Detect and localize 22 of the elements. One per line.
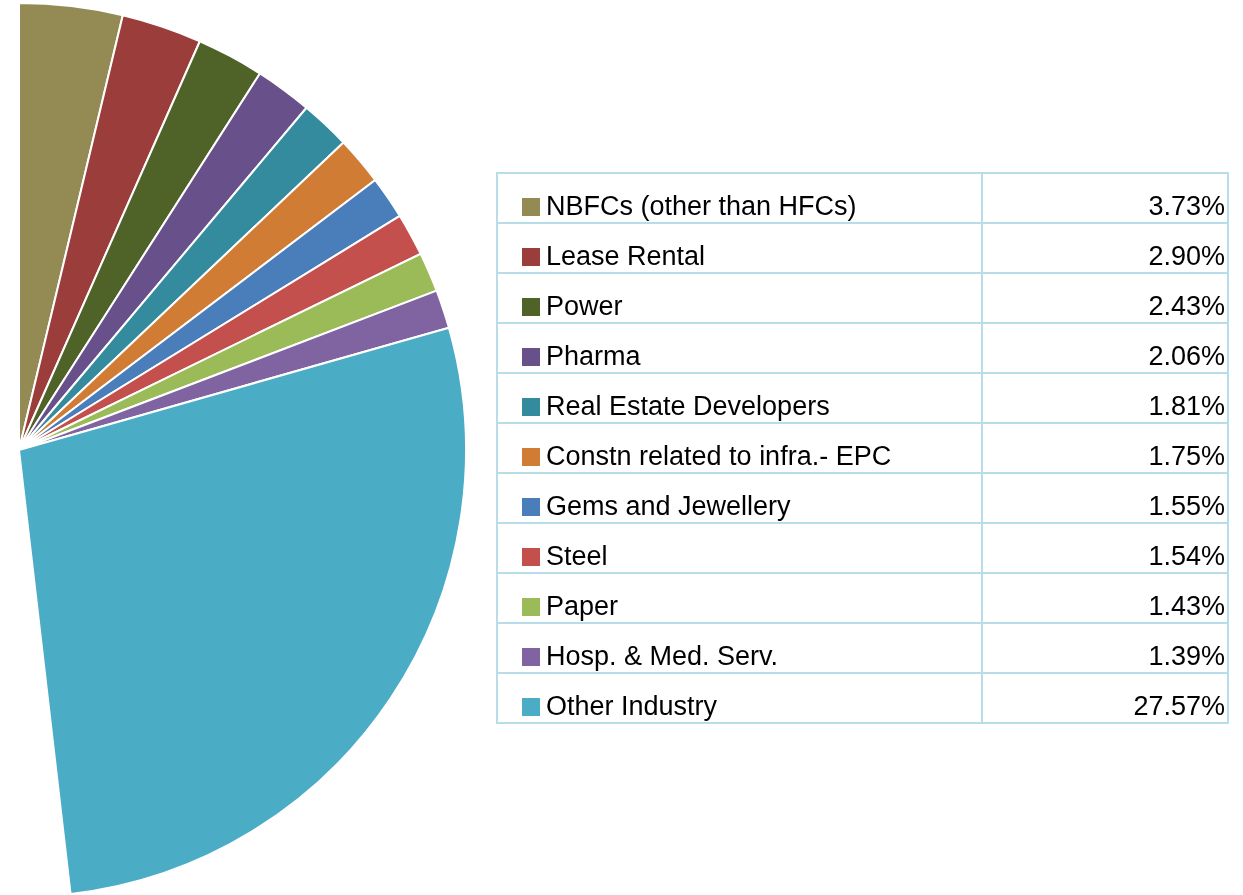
- data-label: 2.06%: [982, 323, 1228, 373]
- legend-label: Paper: [497, 573, 982, 623]
- data-label: 2.43%: [982, 273, 1228, 323]
- legend-label: Hosp. & Med. Serv.: [497, 623, 982, 673]
- legend-label: Other Industry: [497, 673, 982, 723]
- data-label: 2.90%: [982, 223, 1228, 273]
- data-label: 1.43%: [982, 573, 1228, 623]
- legend-label: Lease Rental: [497, 223, 982, 273]
- data-label: 3.73%: [982, 173, 1228, 223]
- data-label: 1.75%: [982, 423, 1228, 473]
- data-label: 1.55%: [982, 473, 1228, 523]
- legend-label: NBFCs (other than HFCs): [497, 173, 982, 223]
- legend-label: Power: [497, 273, 982, 323]
- data-label: 27.57%: [982, 673, 1228, 723]
- data-label: 1.54%: [982, 523, 1228, 573]
- legend-label: Pharma: [497, 323, 982, 373]
- legend-label: Gems and Jewellery: [497, 473, 982, 523]
- data-label: 1.39%: [982, 623, 1228, 673]
- legend-label: Constn related to infra.- EPC: [497, 423, 982, 473]
- legend-label: Steel: [497, 523, 982, 573]
- data-label: 1.81%: [982, 373, 1228, 423]
- legend-label: Real Estate Developers: [497, 373, 982, 423]
